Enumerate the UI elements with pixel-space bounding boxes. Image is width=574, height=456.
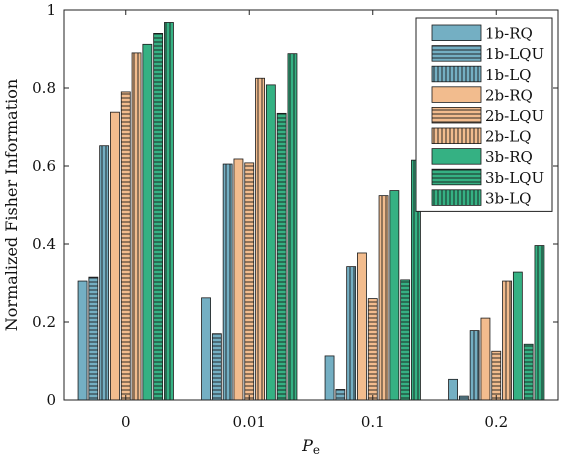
legend-label-2b-rq: 2b-RQ bbox=[485, 86, 533, 104]
bar-3b-lq-0 bbox=[164, 22, 174, 401]
legend: 1b-RQ 1b-LQU 1b-LQ 2b-RQ 2b-LQU 2b-LQ 3b-RQ 3b-… bbox=[415, 17, 553, 212]
bar-2b-lqu-1 bbox=[244, 162, 255, 401]
bar-1b-lq-0 bbox=[99, 145, 110, 401]
bar-2b-lq-0 bbox=[131, 52, 142, 401]
bar-2b-rq-0 bbox=[110, 111, 120, 401]
bar-1b-rq-3 bbox=[448, 378, 458, 401]
x-tick-label: 0.2 bbox=[484, 413, 508, 431]
legend-swatch-2b-rq bbox=[431, 86, 482, 103]
bar-1b-lq-2 bbox=[346, 266, 357, 401]
legend-label-3b-lqu: 3b-LQU bbox=[485, 169, 544, 187]
x-tick-label: 0.1 bbox=[361, 413, 385, 431]
bar-3b-lqu-2 bbox=[400, 279, 411, 401]
bar-3b-lqu-0 bbox=[153, 33, 164, 401]
y-tick-label: 0 bbox=[46, 391, 56, 409]
bar-2b-rq-1 bbox=[233, 158, 244, 401]
bar-2b-lq-2 bbox=[378, 195, 389, 401]
bar-3b-rq-2 bbox=[389, 190, 400, 401]
legend-swatch-1b-lqu bbox=[431, 45, 482, 62]
legend-label-1b-lqu: 1b-LQU bbox=[485, 45, 544, 63]
bar-2b-lqu-3 bbox=[491, 350, 502, 401]
bar-3b-lqu-1 bbox=[276, 112, 287, 401]
y-axis-ticks: 0 0.2 0.4 0.6 0.8 1 bbox=[32, 1, 558, 409]
bar-2b-lq-3 bbox=[502, 280, 512, 401]
bar-2b-lqu-0 bbox=[120, 91, 131, 401]
x-axis-label-var: P bbox=[301, 436, 313, 455]
bar-1b-rq-2 bbox=[324, 355, 335, 401]
bar-1b-lqu-2 bbox=[335, 389, 346, 401]
bar-3b-lq-3 bbox=[534, 245, 545, 401]
bar-1b-rq-1 bbox=[201, 297, 211, 401]
y-tick-label: 0.8 bbox=[32, 79, 56, 97]
x-axis-label: Pe bbox=[301, 436, 320, 456]
bar-3b-rq-0 bbox=[142, 43, 153, 401]
y-tick-label: 0.6 bbox=[32, 157, 56, 175]
bar-1b-rq-0 bbox=[77, 280, 88, 401]
bar-2b-rq-2 bbox=[357, 252, 367, 401]
legend-label-1b-rq: 1b-RQ bbox=[485, 25, 533, 43]
legend-swatch-3b-lqu bbox=[431, 168, 482, 186]
x-tick-label: 0.01 bbox=[233, 413, 266, 431]
bar-2b-lq-1 bbox=[255, 77, 265, 401]
x-axis-ticks: 0 0.01 0.1 0.2 bbox=[121, 10, 508, 431]
bar-3b-rq-1 bbox=[265, 84, 276, 401]
bar-1b-lqu-3 bbox=[458, 395, 469, 401]
legend-swatch-2b-lq bbox=[431, 127, 482, 145]
legend-swatch-3b-rq bbox=[431, 148, 482, 165]
legend-label-3b-rq: 3b-RQ bbox=[485, 148, 533, 166]
bar-2b-rq-3 bbox=[480, 317, 491, 401]
y-tick-label: 0.2 bbox=[32, 313, 56, 331]
legend-label-2b-lq: 2b-LQ bbox=[485, 128, 531, 146]
bars-layer bbox=[77, 22, 545, 401]
legend-swatch-1b-rq bbox=[431, 24, 482, 42]
bar-3b-lqu-3 bbox=[523, 343, 534, 401]
y-axis-label: Normalized Fisher Information bbox=[2, 79, 21, 331]
legend-swatch-2b-lqu bbox=[431, 107, 482, 124]
bar-1b-lqu-0 bbox=[88, 276, 99, 401]
bar-1b-lqu-1 bbox=[211, 333, 222, 401]
legend-label-1b-lq: 1b-LQ bbox=[485, 66, 531, 84]
legend-swatch-1b-lq bbox=[431, 65, 482, 83]
y-tick-label: 1 bbox=[46, 1, 56, 19]
y-tick-label: 0.4 bbox=[32, 235, 56, 253]
bar-1b-lq-3 bbox=[469, 330, 480, 401]
legend-label-2b-lqu: 2b-LQU bbox=[485, 107, 544, 125]
bar-2b-lqu-2 bbox=[367, 298, 378, 401]
bar-3b-rq-3 bbox=[512, 271, 523, 401]
x-axis-label-subscript: e bbox=[313, 443, 320, 456]
legend-swatch-3b-lq bbox=[431, 189, 482, 206]
x-tick-label: 0 bbox=[121, 413, 131, 431]
bar-3b-lq-1 bbox=[287, 53, 298, 401]
legend-label-3b-lq: 3b-LQ bbox=[485, 189, 531, 207]
bar-1b-lq-1 bbox=[222, 163, 233, 401]
plot-frame bbox=[63, 9, 559, 401]
